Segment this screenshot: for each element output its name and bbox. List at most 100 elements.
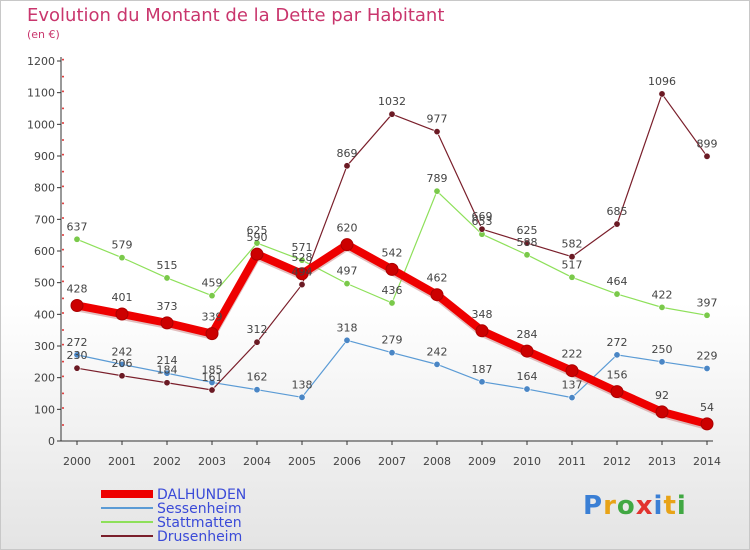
y-tick-label: 400	[34, 308, 55, 321]
data-point	[478, 225, 486, 233]
y-minor-mark	[62, 202, 64, 205]
data-point	[568, 253, 576, 261]
data-point	[298, 256, 306, 264]
data-label: 428	[67, 282, 88, 295]
x-tick-label: 2008	[423, 455, 451, 468]
y-tick-label: 1100	[27, 87, 55, 100]
data-point	[250, 247, 264, 261]
data-point	[700, 417, 714, 431]
proxiti-logo: Proxiti	[583, 491, 687, 521]
y-tick-label: 200	[34, 372, 55, 385]
data-label: 214	[157, 354, 178, 367]
data-point	[433, 360, 441, 368]
data-point	[568, 394, 576, 402]
data-label: 284	[517, 328, 538, 341]
data-label: 571	[292, 241, 313, 254]
data-point	[613, 351, 621, 359]
data-label: 588	[517, 236, 538, 249]
x-tick-label: 2010	[513, 455, 541, 468]
y-tick-label: 0	[48, 435, 55, 448]
data-point	[520, 344, 534, 358]
y-minor-mark	[62, 234, 64, 236]
data-label: 272	[607, 336, 628, 349]
data-point	[478, 378, 486, 386]
data-label: 459	[202, 277, 223, 290]
y-minor-mark	[62, 375, 64, 378]
y-minor-mark	[62, 360, 64, 363]
y-minor-mark	[62, 265, 64, 268]
y-minor-mark	[62, 75, 64, 78]
chart-subtitle: (en €)	[27, 28, 60, 41]
data-point	[163, 379, 171, 387]
data-point	[115, 307, 129, 321]
axes: 0 100 200 300 400 500 600 700 800 900 1000 1100 1200…	[27, 55, 721, 468]
data-label: 242	[112, 345, 133, 358]
x-tick-label: 2000	[63, 455, 91, 468]
y-tick-label: 600	[34, 245, 55, 258]
data-point	[523, 239, 531, 247]
series-dots	[70, 90, 714, 431]
data-point	[565, 364, 579, 378]
y-minor-mark	[62, 122, 64, 124]
x-tick-label: 2013	[648, 455, 676, 468]
data-point	[523, 251, 531, 259]
data-label: 582	[562, 238, 583, 251]
data-point	[433, 128, 441, 136]
data-point	[613, 290, 621, 298]
data-label: 162	[247, 371, 268, 384]
data-label: 161	[202, 371, 223, 384]
y-minor-mark	[62, 170, 64, 173]
data-point	[208, 386, 216, 394]
data-label: 164	[517, 370, 538, 383]
data-point	[208, 378, 216, 386]
y-minor-mark	[62, 90, 64, 93]
data-point	[343, 280, 351, 288]
legend-label: Sessenheim	[157, 501, 242, 517]
data-label: 497	[337, 265, 358, 278]
data-label: 272	[67, 336, 88, 349]
data-label: 579	[112, 239, 133, 252]
data-label: 620	[337, 222, 358, 235]
data-point	[253, 239, 261, 247]
data-point	[118, 372, 126, 380]
x-tick-label: 2005	[288, 455, 316, 468]
data-point	[388, 110, 396, 118]
y-tick-label: 1200	[27, 55, 55, 68]
x-tick-label: 2012	[603, 455, 631, 468]
data-point	[253, 386, 261, 394]
data-label: 312	[247, 323, 268, 336]
data-point	[658, 303, 666, 311]
data-point	[613, 220, 621, 228]
data-point	[298, 393, 306, 401]
y-tick-label: 500	[34, 277, 55, 290]
x-tick-label: 2007	[378, 455, 406, 468]
data-point	[205, 327, 219, 341]
data-label: 230	[67, 349, 88, 362]
data-point	[655, 405, 669, 419]
data-label: 373	[157, 300, 178, 313]
data-label: 184	[157, 364, 178, 377]
data-point	[475, 324, 489, 338]
y-tick-label: 900	[34, 150, 55, 163]
data-point	[523, 385, 531, 393]
y-minor-mark	[62, 329, 64, 331]
y-minor-mark	[62, 392, 64, 395]
data-label: 789	[427, 172, 448, 185]
data-point	[658, 358, 666, 366]
y-minor-mark	[62, 248, 64, 251]
data-point	[385, 262, 399, 276]
data-label: 464	[607, 275, 628, 288]
data-label: 156	[607, 369, 628, 382]
x-tick-label: 2006	[333, 455, 361, 468]
data-label: 422	[652, 288, 673, 301]
data-label: 669	[472, 210, 493, 223]
x-tick-label: 2001	[108, 455, 136, 468]
y-tick-label: 1000	[27, 118, 55, 131]
data-label: 92	[655, 389, 669, 402]
data-label: 637	[67, 220, 88, 233]
y-minor-mark	[62, 58, 64, 61]
point-labels: 2722422141851621383182792421871641372722…	[67, 75, 718, 414]
y-tick-label: 700	[34, 213, 55, 226]
